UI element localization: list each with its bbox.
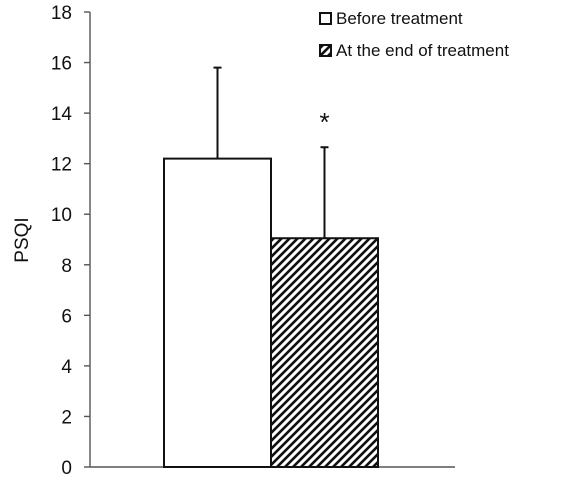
bar	[163, 157, 272, 468]
y-tick-label: 16	[51, 54, 72, 75]
y-tick-label: 8	[61, 256, 72, 277]
y-tick-label: 0	[61, 458, 72, 479]
significance-marker: *	[319, 107, 329, 137]
error-bars	[213, 66, 329, 239]
legend-label: Before treatment	[336, 9, 463, 28]
legend-swatch	[319, 44, 332, 57]
bars	[163, 157, 379, 468]
legend-label: At the end of treatment	[336, 41, 509, 60]
annotations: *	[319, 107, 329, 137]
y-tick-label: 18	[51, 3, 72, 24]
y-axis-ticks: 0 2 4 6 8 10 12 14 16 18	[51, 3, 90, 479]
y-tick-label: 14	[51, 104, 73, 125]
y-tick-label: 4	[61, 357, 72, 378]
y-tick-label: 10	[51, 205, 72, 226]
y-tick-label: 2	[61, 407, 72, 428]
y-tick-label: 6	[61, 306, 72, 327]
bar	[270, 237, 379, 468]
y-tick-label: 12	[51, 155, 72, 176]
legend-swatch	[319, 12, 332, 25]
legend: Before treatment At the end of treatment	[319, 9, 509, 60]
y-axis-title: PSQI	[12, 217, 33, 262]
